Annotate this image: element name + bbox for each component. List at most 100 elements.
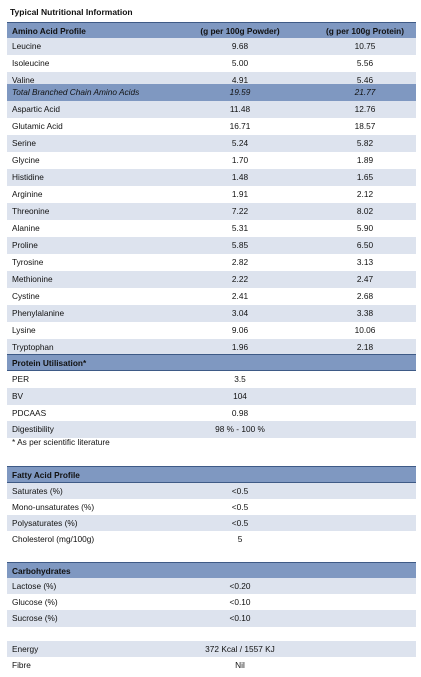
fatty-section-header: Fatty Acid Profile: [7, 466, 416, 483]
table-row: Proline 5.85 6.50: [7, 237, 416, 254]
row-label: Sucrose (%): [12, 613, 58, 623]
row-label: Energy: [12, 644, 39, 654]
row-label: Arginine: [12, 189, 43, 199]
table-row: Mono-unsaturates (%) <0.5: [7, 499, 416, 516]
table-row: Aspartic Acid 11.48 12.76: [7, 101, 416, 118]
table-row: Phenylalanine 3.04 3.38: [7, 305, 416, 322]
row-label: PER: [12, 374, 30, 384]
row-powder-value: 1.70: [231, 155, 249, 165]
row-value: <0.5: [231, 486, 249, 496]
table-row: Glutamic Acid 16.71 18.57: [7, 118, 416, 135]
row-powder-value: 16.71: [229, 121, 251, 131]
row-powder-value: 5.31: [231, 223, 249, 233]
table-row: Glucose (%) <0.10: [7, 594, 416, 611]
row-label: Glucose (%): [12, 597, 58, 607]
total-bcaa-row: Total Branched Chain Amino Acids 19.59 2…: [7, 84, 416, 101]
row-powder-value: 9.06: [231, 325, 249, 335]
table-row: Cholesterol (mg/100g) 5: [7, 531, 416, 548]
row-value: Nil: [235, 660, 245, 670]
row-label: Isoleucine: [12, 58, 50, 68]
row-protein-value: 1.89: [356, 155, 374, 165]
row-value: 104: [233, 391, 247, 401]
row-protein-value: 21.77: [354, 87, 376, 97]
row-powder-value: 1.48: [231, 172, 249, 182]
table-row: Threonine 7.22 8.02: [7, 203, 416, 220]
row-label: Mono-unsaturates (%): [12, 502, 95, 512]
row-value: <0.5: [231, 518, 249, 528]
row-label: Lactose (%): [12, 581, 57, 591]
amino-table-header: Amino Acid Profile (g per 100g Powder) (…: [7, 22, 416, 39]
row-label: Alanine: [12, 223, 40, 233]
row-protein-value: 1.65: [356, 172, 374, 182]
row-protein-value: 10.75: [354, 41, 376, 51]
row-powder-value: 9.68: [231, 41, 249, 51]
page-title: Typical Nutritional Information: [10, 7, 133, 17]
row-value: <0.20: [229, 581, 251, 591]
row-value: <0.10: [229, 613, 251, 623]
table-row: Arginine 1.91 2.12: [7, 186, 416, 203]
row-label: Glycine: [12, 155, 40, 165]
row-powder-value: 4.91: [231, 75, 249, 85]
row-protein-value: 8.02: [356, 206, 374, 216]
row-label: Cystine: [12, 291, 40, 301]
footnote: * As per scientific literature: [12, 437, 110, 447]
section-title: Fatty Acid Profile: [12, 470, 80, 480]
row-value: 3.5: [234, 374, 246, 384]
row-value: <0.5: [231, 502, 249, 512]
row-powder-value: 2.41: [231, 291, 249, 301]
table-row: Histidine 1.48 1.65: [7, 169, 416, 186]
table-row: PDCAAS 0.98: [7, 405, 416, 422]
carbs-section-header: Carbohydrates: [7, 562, 416, 579]
row-label: Total Branched Chain Amino Acids: [12, 87, 140, 97]
table-row: Leucine 9.68 10.75: [7, 38, 416, 55]
row-powder-value: 1.96: [231, 342, 249, 352]
table-row: Tyrosine 2.82 3.13: [7, 254, 416, 271]
row-protein-value: 2.12: [356, 189, 374, 199]
row-powder-value: 2.82: [231, 257, 249, 267]
row-label: Serine: [12, 138, 36, 148]
row-label: Cholesterol (mg/100g): [12, 534, 95, 544]
section-title: Protein Utilisation*: [12, 358, 87, 368]
row-label: BV: [12, 391, 24, 401]
row-powder-value: 19.59: [229, 87, 251, 97]
row-label: Phenylalanine: [12, 308, 65, 318]
table-row: Glycine 1.70 1.89: [7, 152, 416, 169]
row-protein-value: 3.38: [356, 308, 374, 318]
row-protein-value: 5.90: [356, 223, 374, 233]
row-label: Proline: [12, 240, 38, 250]
table-row: Lactose (%) <0.20: [7, 578, 416, 595]
row-protein-value: 5.46: [356, 75, 374, 85]
row-label: Valine: [12, 75, 35, 85]
row-label: Digestibility: [12, 424, 54, 434]
fibre-row: Fibre Nil: [7, 657, 416, 674]
row-protein-value: 2.47: [356, 274, 374, 284]
table-row: Methionine 2.22 2.47: [7, 271, 416, 288]
row-powder-value: 5.85: [231, 240, 249, 250]
row-value: 0.98: [231, 408, 249, 418]
row-protein-value: 18.57: [354, 121, 376, 131]
table-row: Cystine 2.41 2.68: [7, 288, 416, 305]
row-label: Aspartic Acid: [12, 104, 60, 114]
row-powder-value: 11.48: [229, 104, 251, 114]
row-protein-value: 5.82: [356, 138, 374, 148]
row-protein-value: 5.56: [356, 58, 374, 68]
amino-header-label: Amino Acid Profile: [12, 26, 86, 36]
table-row: Serine 5.24 5.82: [7, 135, 416, 152]
row-powder-value: 1.91: [231, 189, 249, 199]
table-row: Digestibility 98 % - 100 %: [7, 421, 416, 438]
row-protein-value: 12.76: [354, 104, 376, 114]
row-protein-value: 6.50: [356, 240, 374, 250]
row-label: Threonine: [12, 206, 50, 216]
row-value: 5: [237, 534, 243, 544]
energy-row: Energy 372 Kcal / 1557 KJ: [7, 641, 416, 658]
row-protein-value: 2.18: [356, 342, 374, 352]
table-row: Saturates (%) <0.5: [7, 483, 416, 500]
row-label: Methionine: [12, 274, 53, 284]
table-row: Tryptophan 1.96 2.18: [7, 339, 416, 356]
table-row: Alanine 5.31 5.90: [7, 220, 416, 237]
section-title: Carbohydrates: [12, 566, 71, 576]
row-label: Leucine: [12, 41, 42, 51]
row-label: Polysaturates (%): [12, 518, 78, 528]
row-label: Tryptophan: [12, 342, 54, 352]
